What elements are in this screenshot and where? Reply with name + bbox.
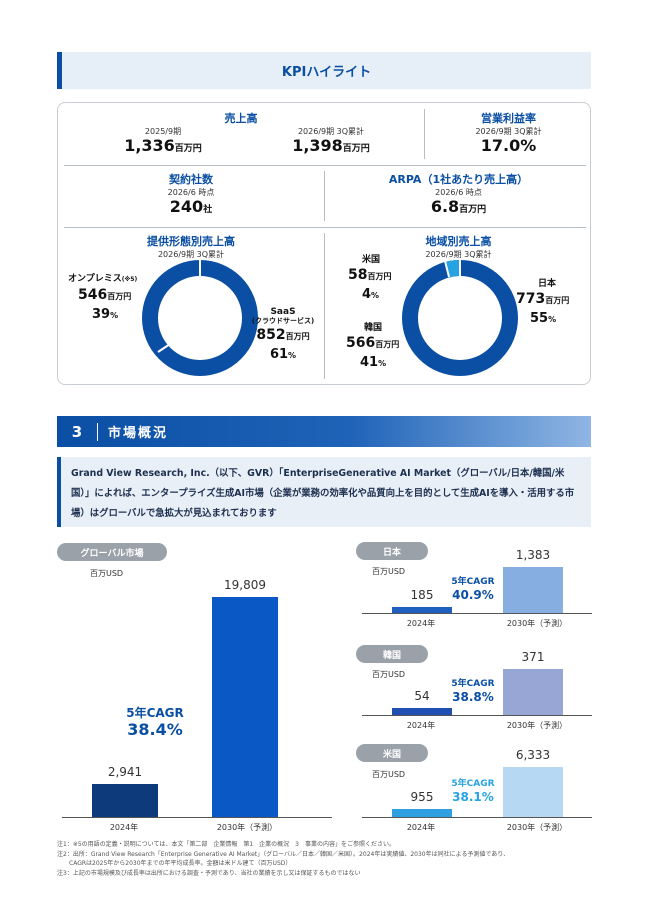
us-chart-title: 米国: [356, 744, 428, 762]
us-axis: [362, 817, 592, 818]
kpi-panel: 売上高 2025/9期 1,336百万円 2026/9期 3Q累計 1,398百…: [57, 102, 591, 385]
japan-value-2030: 1,383: [515, 548, 551, 562]
divider: [424, 109, 425, 159]
by-region-period: 2026/9期 3Q累計: [425, 250, 492, 259]
divider: [324, 171, 325, 221]
global-value-2030: 19,809: [224, 578, 266, 592]
us-cagr: 5年CAGR 38.1%: [451, 779, 495, 804]
donut-ring: [142, 260, 258, 376]
footnote-3: 注3：上記の市場規模及び成長率は出所における調査・予測であり、当社の業績を示し又…: [57, 869, 361, 877]
japan-cagr: 5年CAGR 40.9%: [451, 577, 495, 602]
footnote-1: 注1：※5の用語の定義・説明については、本文「第二部 企業情報 第1 企業の概況…: [57, 841, 395, 848]
us-xlabel-2024: 2024年: [406, 823, 436, 832]
global-chart-title: グローバル市場: [57, 543, 167, 561]
kr-legend: 韓国 566百万円 41%: [346, 323, 400, 370]
arpa-value: 6.8百万円: [430, 197, 487, 216]
saas-legend: SaaS (クラウドサービス) 852百万円 61%: [251, 307, 315, 362]
japan-bar-2024: [392, 606, 452, 613]
us-slice: [445, 260, 461, 278]
us-xlabel-2030: 2030年（予測）: [506, 823, 568, 832]
sales-period-1: 2025/9期: [144, 127, 182, 136]
divider: [324, 233, 325, 379]
arpa-title: ARPA（1社あたり売上高）: [388, 173, 529, 186]
us-bar-2024: [392, 809, 452, 817]
korea-axis: [362, 715, 592, 716]
global-chart-unit: 百万USD: [90, 569, 124, 578]
global-bar-2030: [212, 597, 278, 817]
donut-ring: [402, 260, 518, 376]
by-region-title: 地域別売上高: [425, 235, 492, 248]
onprem-legend: オンプレミス(※5) 546百万円 39%: [68, 274, 138, 322]
divider: [64, 165, 586, 166]
us-value-2024: 955: [410, 790, 434, 805]
japan-value-2024: 185: [410, 587, 434, 602]
global-value-2024: 2,941: [107, 765, 143, 780]
global-cagr: 5年CAGR 38.4%: [126, 706, 184, 740]
footnote-2-cont: CAGRは2025年から2030年までの年平均成長率。金額は米ドル建て（百万US…: [69, 860, 292, 867]
by-region-donut: [402, 260, 518, 376]
section-title: 市場概況: [108, 426, 169, 441]
kpi-highlight-title: KPIハイライト: [281, 65, 372, 80]
japan-xlabel-2030: 2030年（予測）: [506, 619, 568, 628]
japan-bar-2030: [503, 567, 563, 613]
japan-chart-unit: 百万USD: [372, 567, 406, 576]
global-axis: [62, 817, 332, 818]
japan-xlabel-2024: 2024年: [406, 619, 436, 628]
sales-title: 売上高: [224, 112, 258, 125]
donut-separator: [157, 343, 171, 353]
korea-cagr: 5年CAGR 38.8%: [451, 679, 495, 704]
korea-bar-2030: [503, 669, 563, 715]
donut-separator: [444, 260, 450, 278]
by-form-donut: [142, 260, 258, 376]
korea-bar-2024: [392, 708, 452, 715]
us-chart-unit: 百万USD: [372, 770, 406, 779]
footnote-2: 注2：出所：Grand View Research「Enterprise Gen…: [57, 850, 510, 858]
korea-value-2024: 54: [414, 689, 430, 704]
kpi-highlight-header: KPIハイライト: [57, 52, 591, 89]
market-intro: Grand View Research, Inc.（以下、GVR）「Enterp…: [57, 457, 591, 527]
market-section-header: 3 市場概況: [57, 416, 591, 447]
margin-period: 2026/9期 3Q累計: [475, 127, 542, 136]
by-form-title: 提供形態別売上高: [147, 235, 235, 248]
japan-axis: [362, 613, 592, 614]
margin-value: 17.0%: [480, 136, 537, 155]
margin-title: 営業利益率: [481, 112, 536, 125]
contracts-value: 240社: [169, 197, 213, 216]
global-xlabel-2030: 2030年（予測）: [216, 823, 278, 832]
contracts-period: 2026/6 時点: [167, 188, 215, 197]
sales-value-2: 1,398百万円: [292, 136, 370, 155]
section-divider: [97, 422, 98, 441]
us-legend: 米国 58百万円 4%: [348, 255, 392, 302]
sales-value-1: 1,336百万円: [124, 136, 202, 155]
section-number: 3: [71, 422, 83, 441]
arpa-period: 2026/6 時点: [435, 188, 482, 197]
jp-legend: 日本 773百万円 55%: [516, 279, 570, 326]
us-value-2030: 6,333: [515, 748, 551, 762]
korea-chart-title: 韓国: [356, 645, 428, 663]
us-bar-2030: [503, 767, 563, 817]
global-xlabel-2024: 2024年: [109, 823, 139, 832]
footnotes: 注1：※5の用語の定義・説明については、本文「第二部 企業情報 第1 企業の概況…: [57, 840, 617, 878]
by-form-period: 2026/9期 3Q累計: [157, 250, 225, 259]
korea-xlabel-2024: 2024年: [406, 721, 436, 730]
korea-value-2030: 371: [521, 650, 545, 664]
sales-period-2: 2026/9期 3Q累計: [297, 127, 365, 136]
global-bar-2024: [92, 784, 158, 817]
korea-xlabel-2030: 2030年（予測）: [506, 721, 568, 730]
japan-chart-title: 日本: [356, 542, 428, 560]
contracts-title: 契約社数: [169, 173, 213, 186]
korea-chart-unit: 百万USD: [372, 670, 406, 679]
divider: [64, 227, 586, 228]
